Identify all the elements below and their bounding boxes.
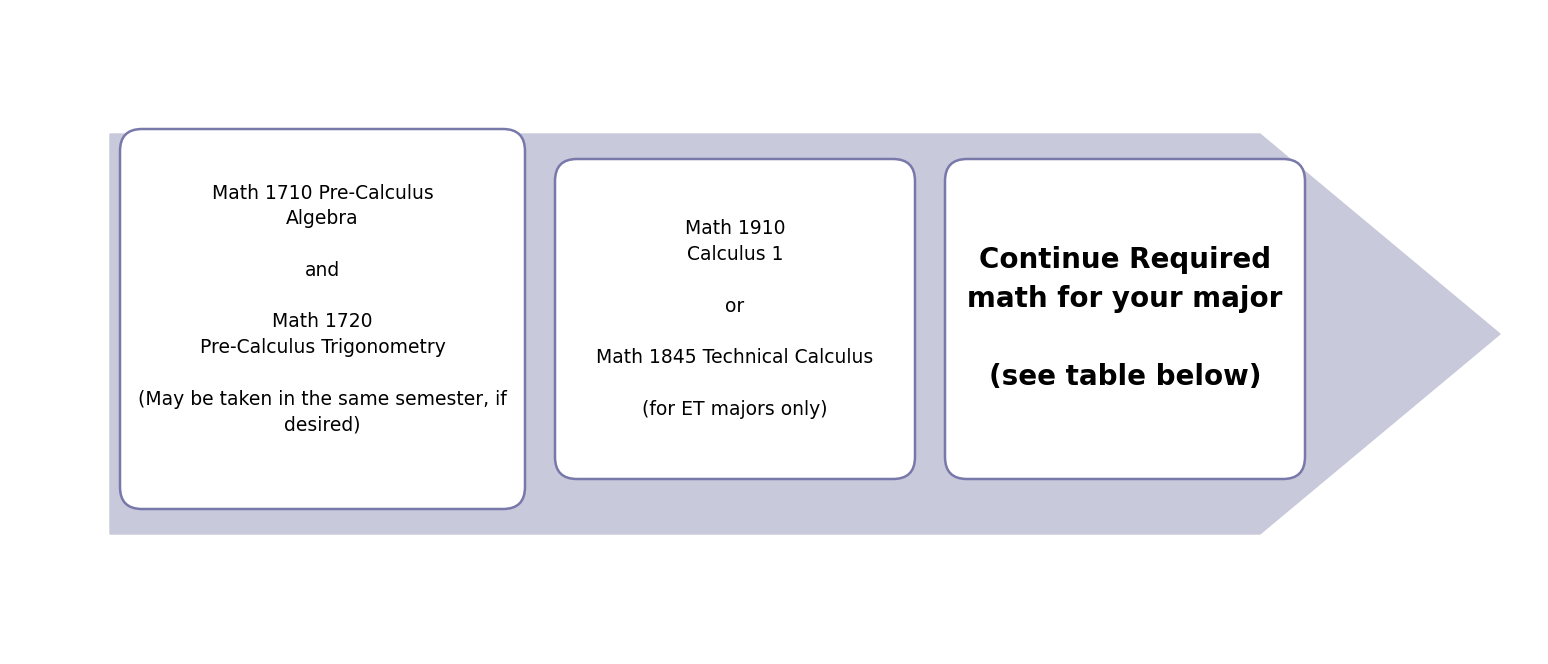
FancyBboxPatch shape [121, 129, 525, 509]
Text: Math 1710 Pre-Calculus
Algebra

and

Math 1720
Pre-Calculus Trigonometry

(May b: Math 1710 Pre-Calculus Algebra and Math … [138, 184, 506, 434]
Text: Continue Required
math for your major

(see table below): Continue Required math for your major (s… [968, 246, 1283, 392]
FancyBboxPatch shape [944, 159, 1305, 479]
Polygon shape [110, 134, 1500, 534]
FancyBboxPatch shape [556, 159, 915, 479]
Text: Math 1910
Calculus 1

or

Math 1845 Technical Calculus

(for ET majors only): Math 1910 Calculus 1 or Math 1845 Techni… [596, 219, 873, 418]
